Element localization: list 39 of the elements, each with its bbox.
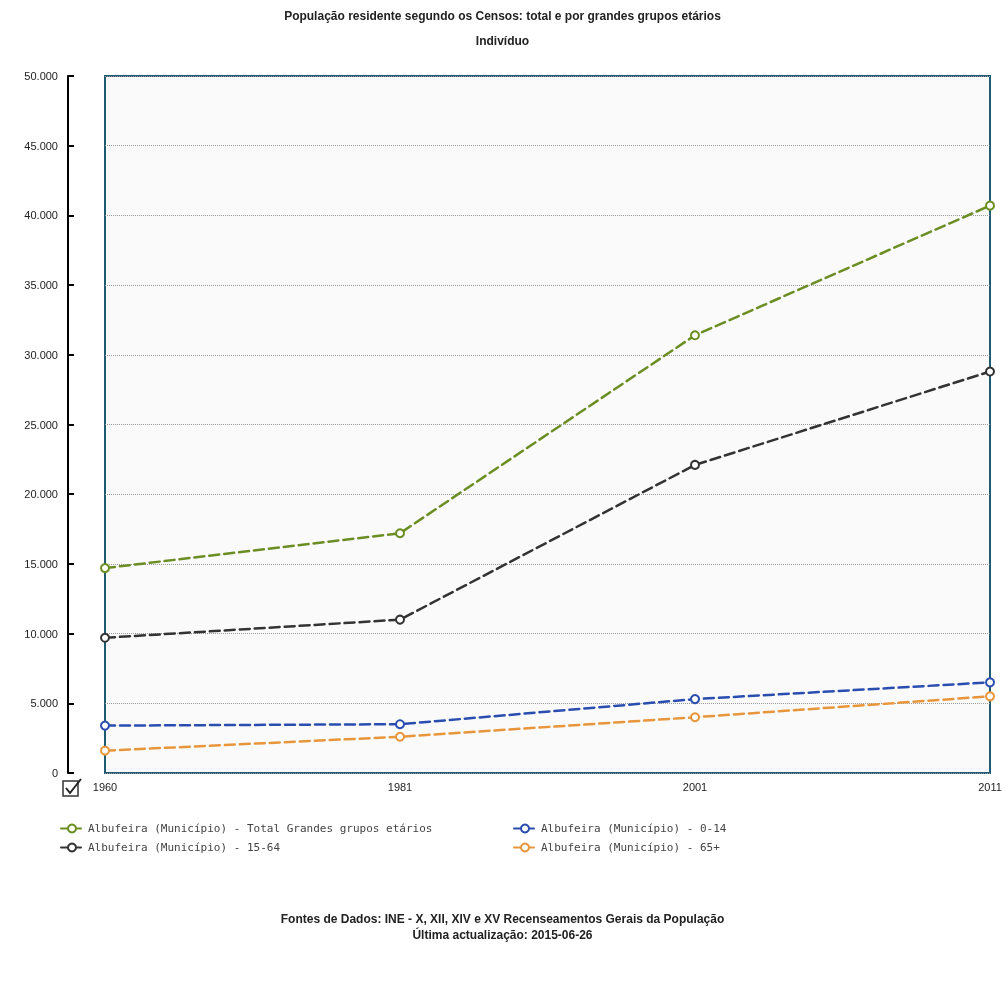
point: [395, 731, 405, 742]
point: [690, 712, 700, 723]
y-tick-label: 5.000: [30, 697, 58, 710]
y-tick-label: 50.000: [24, 70, 58, 82]
point: [395, 528, 405, 539]
y-tick-label: 35.000: [24, 279, 58, 292]
point: [395, 614, 405, 625]
point: [690, 330, 700, 341]
chart-subtitle: Indivíduo: [475, 34, 530, 48]
legend-label: Albufeira (Município) - 15-64: [88, 841, 281, 854]
y-tick-label: 15.000: [24, 557, 58, 570]
y-tick-label: 30.000: [24, 348, 58, 361]
point: [985, 677, 995, 688]
legend-label: Albufeira (Município) - 65+: [541, 841, 721, 854]
x-tick-label: 2011: [978, 780, 1002, 793]
point: [100, 745, 110, 756]
y-tick-label: 10.000: [24, 627, 58, 640]
x-tick-label: 1981: [387, 780, 413, 793]
legend-label: Albufeira (Município) - Total Grandes grupos etários: [88, 822, 433, 835]
y-tick-label: 25.000: [24, 418, 58, 431]
point: [395, 719, 405, 730]
y-tick-label: 40.000: [24, 209, 58, 222]
text: Fontes de Dados: INE - X, XII, XIV e XV Recenseamentos Gerais da População: [280, 912, 725, 926]
point: [100, 720, 110, 731]
chart-title: População residente segundo os Censos: total e por grandes grupos etários: [284, 9, 722, 23]
point: [690, 459, 700, 470]
x-tick-label: 1960: [92, 780, 118, 793]
y-tick-label: 20.000: [24, 488, 58, 501]
y-tick-label: 45.000: [24, 139, 58, 152]
point: [985, 366, 995, 377]
x-tick-label: 2001: [682, 780, 708, 793]
point: [985, 691, 995, 702]
text: Última actualização: 2015-06-26: [412, 927, 593, 942]
y-tick-label: 0: [51, 767, 58, 779]
point: [985, 200, 995, 211]
legend-label: Albufeira (Município) - 0-14: [541, 822, 727, 835]
point: [690, 694, 700, 705]
point: [100, 563, 110, 574]
point: [100, 632, 110, 643]
